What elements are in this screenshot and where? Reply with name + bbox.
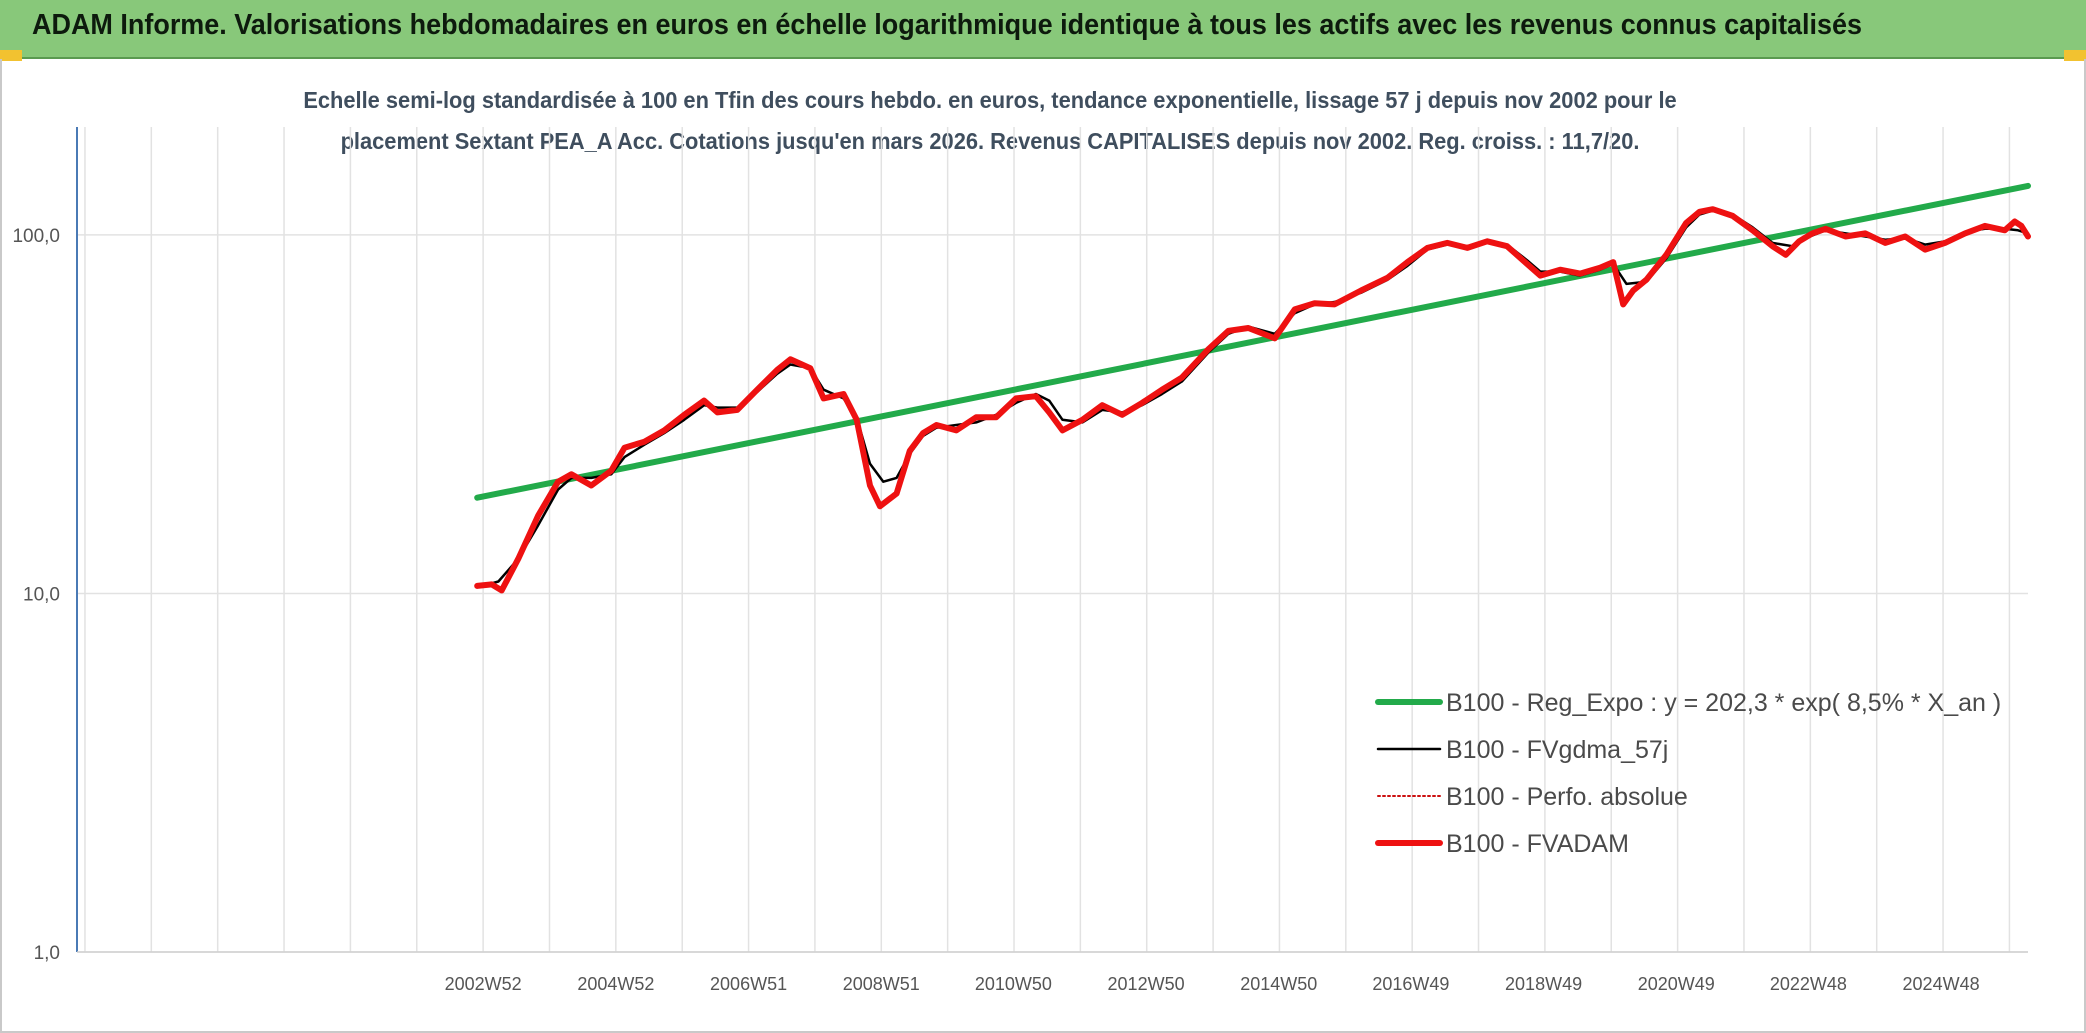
legend-label-1: B100 - Reg_Expo : y = 202,3 * exp( 8,5% … <box>1446 689 2001 717</box>
x-tick-label: 2004W52 <box>577 974 654 994</box>
series-line-2 <box>475 209 2030 589</box>
y-tick-label: 100,0 <box>12 226 60 247</box>
series-line-4 <box>474 206 2031 594</box>
report-banner: ADAM Informe. Valorisations hebdomadaire… <box>0 0 2086 59</box>
x-tick-label: 2018W49 <box>1505 974 1582 994</box>
chart-frame <box>0 59 2086 1033</box>
corner-mark-left <box>0 50 22 61</box>
legend-label-4: B100 - FVADAM <box>1446 830 1629 858</box>
x-tick-label: 2016W49 <box>1372 974 1449 994</box>
x-tick-label: 2014W50 <box>1240 974 1317 994</box>
y-tick-label: 10,0 <box>23 584 60 605</box>
chart-series <box>474 182 2031 594</box>
corner-mark-right <box>2064 50 2086 61</box>
chart-legend: B100 - Reg_Expo : y = 202,3 * exp( 8,5% … <box>1375 689 2001 858</box>
report-title: ADAM Informe. Valorisations hebdomadaire… <box>32 9 1863 41</box>
legend-label-3: B100 - Perfo. absolue <box>1446 783 1688 811</box>
x-tick-label: 2002W52 <box>445 974 522 994</box>
x-tick-label: 2006W51 <box>710 974 787 994</box>
legend-label-2: B100 - FVgdma_57j <box>1446 736 1668 764</box>
chart-gridlines <box>77 127 2028 953</box>
y-tick-label: 1,0 <box>34 943 60 964</box>
x-tick-label: 2010W50 <box>975 974 1052 994</box>
x-tick-label: 2008W51 <box>843 974 920 994</box>
x-tick-label: 2020W49 <box>1638 974 1715 994</box>
series-line-1 <box>474 182 2031 501</box>
chart-title-line-1: Echelle semi-log standardisée à 100 en T… <box>303 87 1677 113</box>
x-tick-label: 2024W48 <box>1903 974 1980 994</box>
x-tick-label: 2012W50 <box>1108 974 1185 994</box>
chart-axes: 1,0 10,0 100,0 2002W52 2004W52 2006W51 2008W51… <box>12 127 2028 994</box>
chart-title-line-2: placement Sextant PEA_A Acc. Cotations j… <box>340 128 1640 154</box>
x-tick-label: 2022W48 <box>1770 974 1847 994</box>
